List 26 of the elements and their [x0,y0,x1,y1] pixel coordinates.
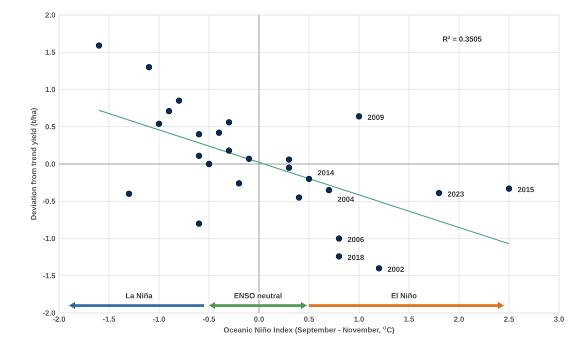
point [156,120,162,127]
point [306,176,312,182]
point [246,156,252,162]
point [326,186,332,194]
point [126,190,132,197]
point [436,190,442,196]
point [506,185,512,192]
point [196,220,202,227]
point [336,253,342,260]
point [196,131,202,138]
point [236,180,242,187]
point [146,64,152,70]
point [286,156,292,163]
point [356,113,362,120]
point [176,97,182,104]
point [286,164,292,171]
point [96,42,102,49]
point [166,108,172,114]
point [376,265,382,272]
point [226,147,232,154]
point [206,160,212,168]
point [336,235,342,242]
point [226,119,232,126]
point [196,152,202,159]
point [216,130,222,136]
point [296,194,302,201]
